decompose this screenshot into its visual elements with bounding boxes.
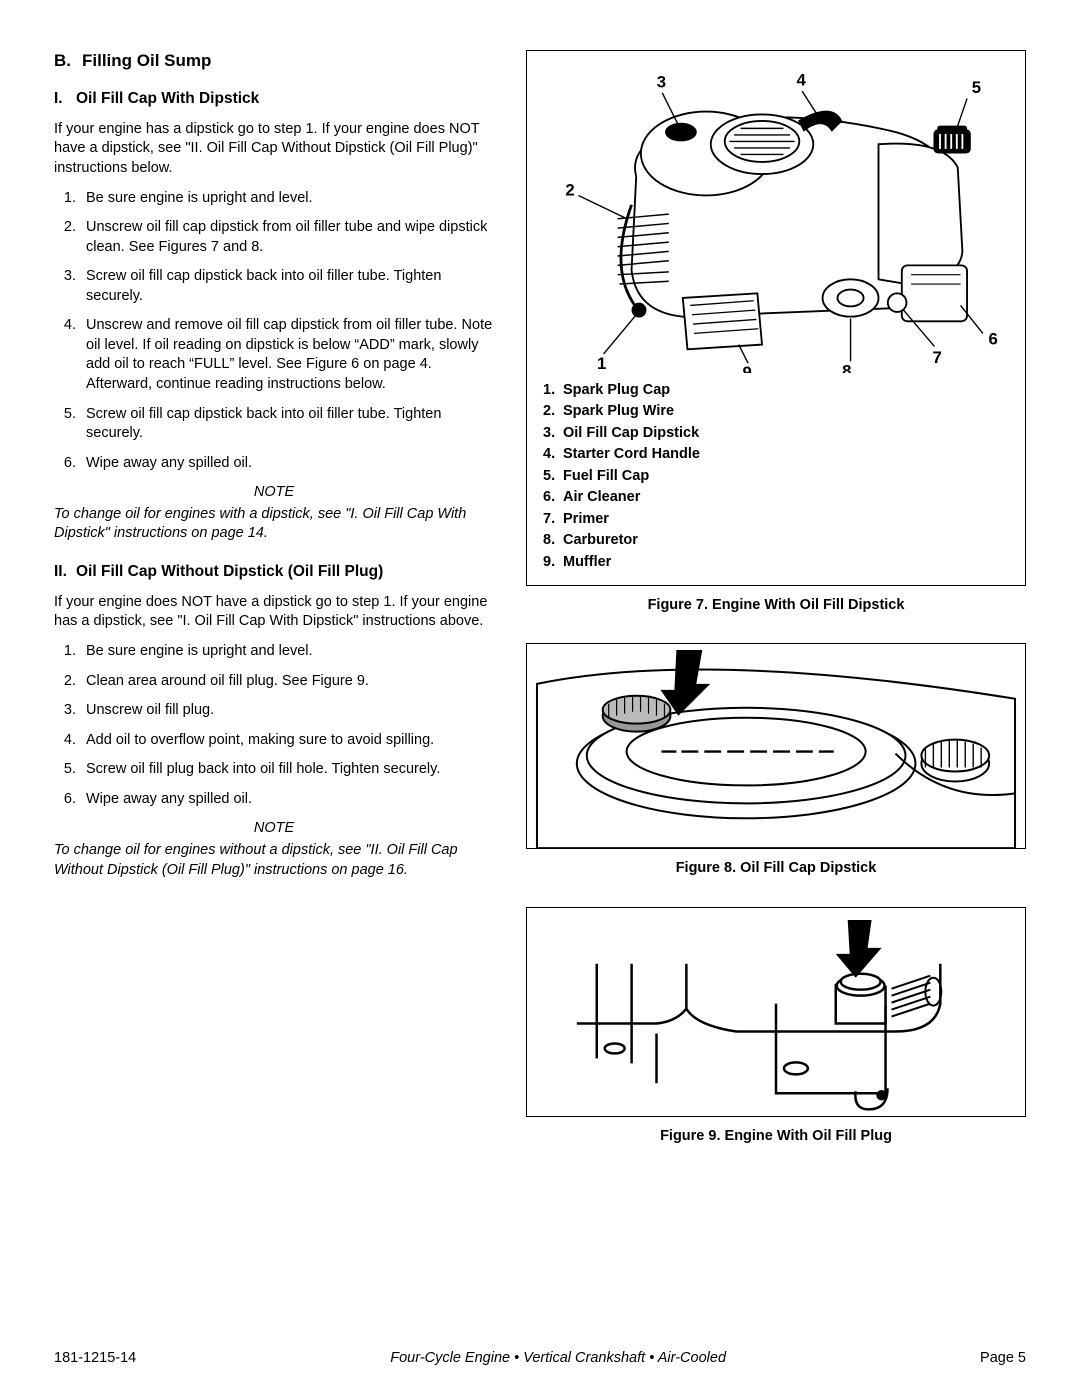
section-title: Filling Oil Sump xyxy=(82,51,211,70)
page-footer: 181-1215-14 Four-Cycle Engine • Vertical… xyxy=(54,1349,1026,1369)
figure9-caption: Figure 9. Engine With Oil Fill Plug xyxy=(526,1127,1026,1147)
page: B.Filling Oil Sump I.Oil Fill Cap With D… xyxy=(0,0,1080,1397)
callout-num: 5 xyxy=(972,78,981,97)
footer-title: Four-Cycle Engine • Vertical Crankshaft … xyxy=(390,1349,726,1369)
callout-item: 1.Spark Plug Cap xyxy=(543,381,1009,401)
callout-item: 9.Muffler xyxy=(543,553,1009,573)
sub2-steps: Be sure engine is upright and level. Cle… xyxy=(54,642,494,809)
callout-num: 9 xyxy=(742,363,751,372)
callout-item: 5.Fuel Fill Cap xyxy=(543,467,1009,487)
two-column-layout: B.Filling Oil Sump I.Oil Fill Cap With D… xyxy=(54,50,1026,1146)
figure7-callouts: 1.Spark Plug Cap 2.Spark Plug Wire 3.Oil… xyxy=(543,381,1009,573)
callout-num: 1 xyxy=(597,354,606,373)
sub2-intro: If your engine does NOT have a dipstick … xyxy=(54,593,494,632)
section-prefix: B. xyxy=(54,50,82,73)
callout-item: 6.Air Cleaner xyxy=(543,488,1009,508)
callout-num: 6 xyxy=(988,330,997,349)
figure8-caption: Figure 8. Oil Fill Cap Dipstick xyxy=(526,859,1026,879)
sub1-step: Screw oil fill cap dipstick back into oi… xyxy=(80,267,494,306)
section-heading: B.Filling Oil Sump xyxy=(54,50,494,73)
callout-item: 7.Primer xyxy=(543,510,1009,530)
sub1-intro: If your engine has a dipstick go to step… xyxy=(54,120,494,179)
engine-diagram-icon: 1 2 3 4 5 6 7 8 9 xyxy=(543,65,1009,373)
subheading-ii: II.Oil Fill Cap Without Dipstick (Oil Fi… xyxy=(54,562,494,583)
sub1-step: Be sure engine is upright and level. xyxy=(80,189,494,209)
callout-num: 8 xyxy=(842,361,851,372)
sub1-step: Unscrew oil fill cap dipstick from oil f… xyxy=(80,218,494,257)
sub2-step: Unscrew oil fill plug. xyxy=(80,701,494,721)
sub1-step: Unscrew and remove oil fill cap dipstick… xyxy=(80,316,494,394)
sub2-title: Oil Fill Cap Without Dipstick (Oil Fill … xyxy=(76,563,383,580)
callout-item: 8.Carburetor xyxy=(543,531,1009,551)
sub1-title: Oil Fill Cap With Dipstick xyxy=(76,90,259,107)
footer-pagenum: Page 5 xyxy=(980,1349,1026,1369)
sub2-note-body: To change oil for engines without a dips… xyxy=(54,841,494,880)
footer-docnum: 181-1215-14 xyxy=(54,1349,136,1369)
sub2-note-label: NOTE xyxy=(54,819,494,839)
sub1-step: Wipe away any spilled oil. xyxy=(80,454,494,474)
callout-num: 2 xyxy=(565,180,574,199)
sub2-prefix: II. xyxy=(54,562,76,583)
subheading-i: I.Oil Fill Cap With Dipstick xyxy=(54,89,494,110)
oil-cap-dipstick-icon xyxy=(527,644,1025,849)
sub1-note-label: NOTE xyxy=(54,483,494,503)
callout-num: 7 xyxy=(933,348,942,367)
callout-item: 3.Oil Fill Cap Dipstick xyxy=(543,424,1009,444)
sub2-step: Be sure engine is upright and level. xyxy=(80,642,494,662)
left-column: B.Filling Oil Sump I.Oil Fill Cap With D… xyxy=(54,50,494,1146)
sub1-steps: Be sure engine is upright and level. Uns… xyxy=(54,189,494,474)
figure-7-box: 1 2 3 4 5 6 7 8 9 1.Spark Plug Cap 2.Spa… xyxy=(526,50,1026,586)
callout-item: 4.Starter Cord Handle xyxy=(543,445,1009,465)
figure-8-box xyxy=(526,643,1026,849)
callout-num: 3 xyxy=(657,72,666,91)
figure-9-box xyxy=(526,907,1026,1117)
oil-fill-plug-icon xyxy=(537,914,1015,1111)
right-column: 1 2 3 4 5 6 7 8 9 1.Spark Plug Cap 2.Spa… xyxy=(526,50,1026,1146)
callout-item: 2.Spark Plug Wire xyxy=(543,402,1009,422)
sub1-note-body: To change oil for engines with a dipstic… xyxy=(54,505,494,544)
figure7-caption: Figure 7. Engine With Oil Fill Dipstick xyxy=(526,596,1026,616)
sub2-step: Clean area around oil fill plug. See Fig… xyxy=(80,672,494,692)
sub2-step: Wipe away any spilled oil. xyxy=(80,790,494,810)
callout-num: 4 xyxy=(797,71,807,90)
sub2-step: Add oil to overflow point, making sure t… xyxy=(80,731,494,751)
sub1-step: Screw oil fill cap dipstick back into oi… xyxy=(80,405,494,444)
sub1-prefix: I. xyxy=(54,89,76,110)
sub2-step: Screw oil fill plug back into oil fill h… xyxy=(80,760,494,780)
